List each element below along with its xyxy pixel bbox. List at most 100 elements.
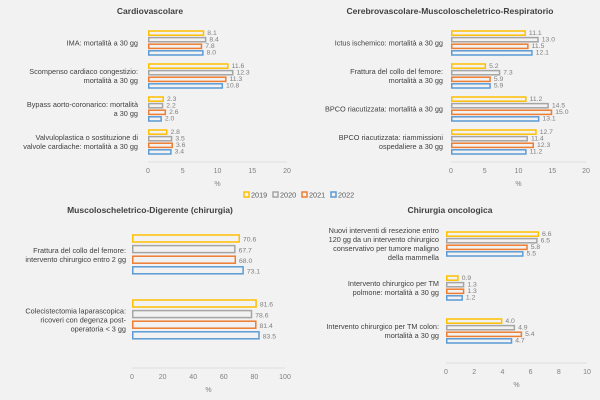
data-label: 7.3 [503, 70, 513, 77]
data-label: 5.9 [494, 76, 504, 83]
data-label: 4.9 [518, 325, 528, 332]
x-tick-label: 10 [583, 369, 591, 376]
data-label: 12.7 [540, 129, 553, 136]
bar-2022 [148, 50, 204, 56]
data-label: 8.1 [207, 30, 217, 37]
x-tick-label: 0 [130, 374, 134, 381]
bar-2022 [446, 295, 463, 301]
data-label: 12.3 [236, 70, 249, 77]
data-label: 5.8 [531, 244, 541, 251]
bar-2021 [148, 43, 203, 50]
legend-swatch-2021 [301, 191, 308, 198]
x-tick-label: 40 [189, 374, 197, 381]
category-label: mortalità a 30 gg [389, 76, 443, 85]
panel-title: Cardiovascolare [117, 6, 183, 16]
panel-title: Chirurgia oncologica [407, 205, 492, 215]
category-label: Nuovi interventi di resezione entro [329, 226, 439, 235]
category-label: Frattura del collo del femore: [33, 246, 126, 255]
bar-2020 [132, 244, 236, 254]
category-label: 120 gg da un intervento chirurgico [329, 235, 439, 244]
data-label: 81.6 [260, 302, 273, 309]
x-tick-label: 60 [220, 374, 228, 381]
category-label: ospedaliere a 30 gg [379, 142, 443, 151]
bar-2020 [132, 309, 253, 319]
data-label: 12.3 [537, 142, 550, 149]
data-label: 68.0 [239, 258, 252, 265]
legend-label: 2019 [251, 191, 267, 200]
bar-2019 [148, 30, 205, 36]
bar-2021 [451, 142, 535, 149]
data-label: 4.7 [515, 338, 525, 345]
bar-2020 [446, 237, 538, 244]
bar-2020 [446, 324, 516, 331]
bar-2021 [148, 109, 167, 116]
category-label: Intervento chirurgico per TM colon: [326, 322, 439, 331]
data-label: 11.2 [530, 149, 543, 156]
data-label: 12.1 [536, 50, 549, 57]
x-tick-label: 6 [529, 369, 533, 376]
category-label: Bypass aorto-coronarico: mortalità [27, 100, 139, 109]
data-label: 13.0 [542, 37, 555, 44]
data-label: 8.0 [207, 50, 217, 57]
bar-2019 [446, 275, 459, 281]
x-tick-label: 10 [214, 168, 222, 175]
bar-2019 [132, 299, 257, 308]
x-tick-label: 100 [279, 374, 291, 381]
x-tick-label: 5 [181, 168, 185, 175]
bar-2019 [132, 234, 241, 243]
data-label: 83.5 [263, 334, 276, 341]
category-label: mortalità a 30 gg [385, 331, 439, 340]
bar-2019 [148, 129, 168, 135]
bar-2022 [451, 116, 540, 122]
category-label: BPCO riacutizzata: riammissioni [339, 133, 444, 142]
data-label: 6.6 [542, 231, 552, 238]
bar-2021 [446, 244, 528, 251]
legend-swatch-2020 [272, 191, 279, 198]
data-label: 2.2 [166, 103, 176, 110]
bar-2019 [451, 96, 527, 102]
x-tick-label: 20 [159, 374, 167, 381]
bar-2020 [446, 281, 465, 288]
data-label: 5.2 [489, 63, 499, 70]
data-label: 5.5 [527, 251, 537, 258]
bar-2021 [148, 142, 174, 149]
category-label: ricoveri con degenza post- [40, 316, 126, 325]
legend-label: 2022 [338, 191, 354, 200]
bar-2022 [132, 331, 260, 340]
bar-2022 [148, 116, 162, 122]
bar-2022 [451, 83, 491, 89]
x-tick-label: 5 [483, 168, 487, 175]
data-label: 14.5 [552, 103, 565, 110]
bar-2020 [148, 69, 234, 76]
x-tick-label: 0 [449, 168, 453, 175]
data-label: 11.5 [532, 43, 545, 50]
data-label: 70.6 [243, 237, 256, 244]
category-label: a 30 gg [114, 109, 138, 118]
category-label: Colecistectomia laparascopica: [25, 307, 126, 316]
x-tick-label: 80 [251, 374, 259, 381]
category-label: Ictus ischemico: mortalità a 30 gg [335, 39, 443, 48]
data-label: 11.2 [530, 96, 543, 103]
panel-title: Muscoloscheletrico-Digerente (chirurgia) [67, 205, 233, 215]
data-label: 11.1 [529, 30, 542, 37]
category-label: Intervento chirurgico per TM [348, 279, 439, 288]
data-label: 78.6 [255, 312, 268, 319]
data-label: 3.6 [176, 142, 186, 149]
bar-2021 [446, 331, 523, 338]
data-label: 10.8 [226, 83, 239, 90]
bar-2019 [148, 63, 229, 69]
bar-2020 [451, 102, 549, 109]
data-label: 11.4 [531, 136, 544, 143]
bar-2019 [451, 30, 526, 36]
legend-label: 2021 [309, 191, 325, 200]
category-label: mortalità a 30 gg [84, 76, 138, 85]
data-label: 2.6 [169, 109, 179, 116]
x-axis-label: % [214, 181, 220, 188]
category-label: conservativo per tumore maligno [333, 244, 439, 253]
data-label: 11.6 [232, 63, 245, 70]
bar-2020 [148, 135, 173, 142]
bar-2021 [451, 76, 491, 83]
category-label: Valvuloplastica o sostituzione di [36, 133, 139, 142]
data-label: 67.7 [239, 247, 252, 254]
legend-swatch-2019 [243, 191, 250, 198]
